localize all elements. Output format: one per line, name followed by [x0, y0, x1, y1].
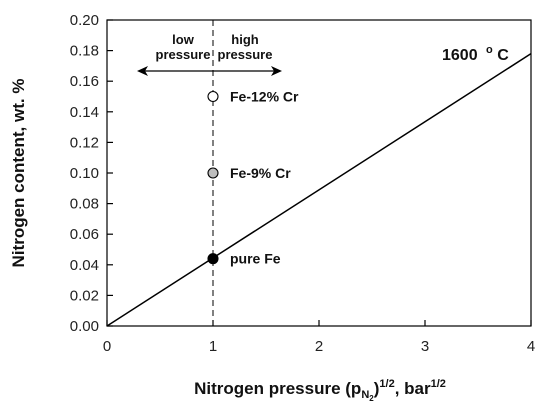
- high-pressure-label-line2: pressure: [218, 47, 273, 62]
- y-axis-title: Nitrogen content, wt. %: [9, 79, 28, 268]
- low-pressure-label-line1: low: [172, 32, 195, 47]
- y-tick-label: 0.06: [70, 226, 99, 243]
- data-point-label: pure Fe: [230, 251, 281, 267]
- data-point-label: Fe-12% Cr: [230, 89, 299, 105]
- x-tick-label: 0: [103, 338, 111, 355]
- data-points: Fe-12% Cr Fe-9% Cr pure Fe: [207, 89, 299, 267]
- y-tick-label: 0.08: [70, 196, 99, 213]
- x-tick-label: 4: [527, 338, 535, 355]
- x-tick-label: 2: [315, 338, 323, 355]
- x-tick-label: 1: [209, 338, 217, 355]
- y-tick-label: 0.04: [70, 257, 99, 274]
- temperature-label: 1600 o C: [442, 40, 509, 64]
- tick-labels: 0 1 2 3 4 0.00 0.02 0.04 0.06 0.08 0.10 0.12 0.14 0.1…: [70, 12, 535, 355]
- data-point: [207, 90, 219, 103]
- data-point: [207, 167, 219, 179]
- low-pressure-label-line2: pressure: [156, 47, 211, 62]
- fit-line: [106, 53, 532, 327]
- data-point-label: Fe-9% Cr: [230, 165, 291, 181]
- ticks: [106, 19, 532, 327]
- pressure-arrow: [137, 66, 282, 76]
- plot-frame: [106, 19, 532, 327]
- y-tick-label: 0.16: [70, 73, 99, 90]
- x-tick-label: 3: [421, 338, 429, 355]
- y-tick-label: 0.00: [70, 318, 99, 335]
- high-pressure-label-line1: high: [231, 32, 258, 47]
- y-tick-label: 0.20: [70, 12, 99, 29]
- y-tick-label: 0.02: [70, 287, 99, 304]
- y-tick-label: 0.14: [70, 104, 99, 121]
- y-tick-label: 0.10: [70, 165, 99, 182]
- y-tick-label: 0.18: [70, 43, 99, 60]
- y-tick-label: 0.12: [70, 134, 99, 151]
- data-point: [207, 253, 219, 265]
- x-axis-title: Nitrogen pressure (pN2)1/2, bar1/2: [194, 378, 446, 403]
